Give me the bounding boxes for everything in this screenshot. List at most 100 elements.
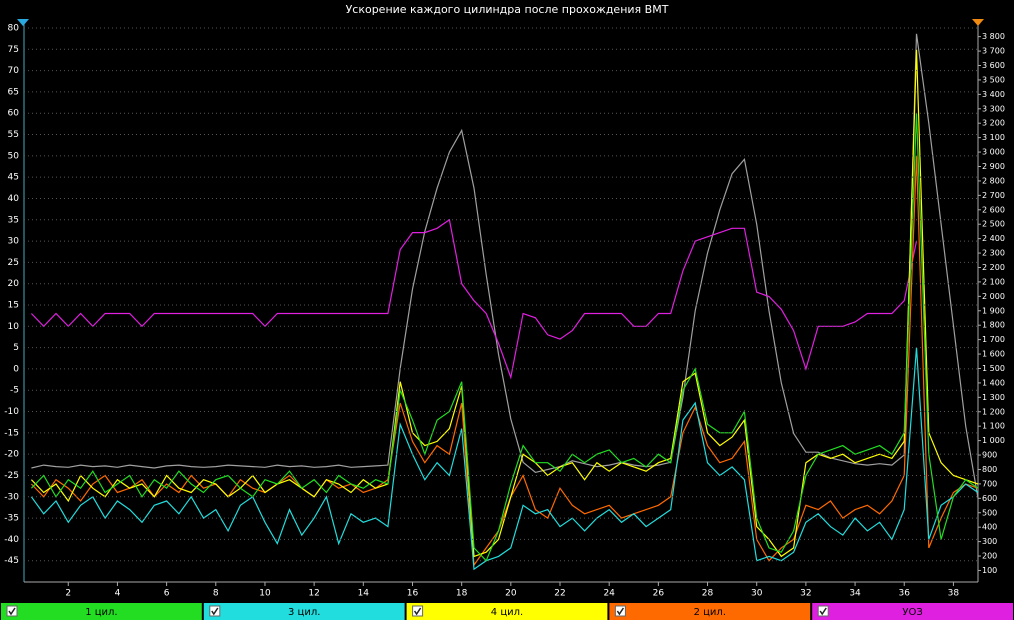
y2-tick-label: 1 000 (982, 436, 1005, 445)
y2-tick-label: 2 200 (982, 263, 1005, 272)
y-tick-label: 45 (8, 173, 19, 183)
y2-tick-label: 2 100 (982, 277, 1005, 286)
y2-tick-label: 3 500 (982, 75, 1005, 84)
series-line (30, 113, 978, 562)
y-tick-label: 40 (8, 194, 20, 204)
left-cursor[interactable] (17, 19, 29, 26)
x-tick-label: 8 (213, 589, 219, 599)
y2-tick-label: 700 (982, 479, 997, 488)
y2-tick-label: 3 700 (982, 47, 1005, 56)
y2-tick-label: 100 (982, 566, 997, 575)
y-tick-label: 60 (8, 109, 20, 119)
x-tick-label: 32 (800, 589, 811, 599)
y-tick-label: 70 (8, 66, 20, 76)
y2-tick-label: 1 900 (982, 306, 1005, 315)
x-tick-label: 14 (358, 589, 370, 599)
x-tick-label: 38 (948, 589, 960, 599)
x-tick-label: 12 (308, 589, 319, 599)
y-tick-label: 10 (8, 322, 20, 332)
x-tick-label: 36 (899, 589, 911, 599)
series-line (30, 218, 918, 380)
y2-tick-label: 800 (982, 465, 997, 474)
y-tick-label: -20 (4, 450, 19, 460)
y-tick-label: 50 (8, 151, 20, 161)
y2-tick-label: 300 (982, 537, 997, 546)
y2-tick-label: 500 (982, 508, 997, 517)
y-tick-label: -30 (4, 492, 19, 502)
x-tick-label: 10 (259, 589, 271, 599)
y2-tick-label: 2 700 (982, 191, 1005, 200)
y-tick-label: 5 (13, 343, 19, 353)
y2-tick-label: 1 100 (982, 422, 1005, 431)
y2-tick-label: 2 000 (982, 292, 1005, 301)
y-tick-label: -40 (4, 535, 19, 545)
right-cursor[interactable] (972, 19, 984, 26)
y2-tick-label: 2 900 (982, 162, 1005, 171)
legend-checkbox[interactable] (6, 605, 18, 617)
y2-tick-label: 2 800 (982, 176, 1005, 185)
y-tick-label: -45 (4, 556, 19, 566)
legend-item[interactable] (406, 603, 608, 620)
legend-checkbox[interactable] (209, 605, 221, 617)
series-line (30, 155, 978, 567)
legend-item[interactable] (609, 603, 811, 620)
legend-checkbox[interactable] (614, 605, 626, 617)
legend-checkbox[interactable] (412, 605, 424, 617)
y-tick-label: -15 (4, 428, 19, 438)
chart-title: Ускорение каждого цилиндра после прохожд… (346, 3, 669, 16)
y2-tick-label: 1 200 (982, 407, 1005, 416)
legend-check (616, 607, 625, 616)
legend-item[interactable] (812, 603, 1013, 620)
y2-tick-label: 1 500 (982, 364, 1005, 373)
legend-label: 2 цил. (694, 607, 726, 618)
y-tick-label: -35 (4, 514, 19, 524)
y2-tick-label: 3 800 (982, 32, 1005, 41)
y2-tick-label: 3 400 (982, 90, 1005, 99)
y2-tick-label: 2 600 (982, 205, 1005, 214)
y-tick-label: -10 (4, 407, 19, 417)
legend-item[interactable] (203, 603, 405, 620)
y-tick-label: 80 (8, 24, 20, 34)
y2-tick-label: 2 400 (982, 234, 1005, 243)
y2-tick-label: 3 200 (982, 119, 1005, 128)
legend-check (413, 607, 422, 616)
y2-tick-label: 1 800 (982, 321, 1005, 330)
y-tick-label: 20 (8, 279, 20, 289)
x-tick-label: 34 (849, 589, 861, 599)
x-tick-label: 2 (65, 589, 71, 599)
y2-tick-label: 900 (982, 451, 997, 460)
y-tick-label: 30 (8, 237, 20, 247)
y-tick-label: 15 (8, 301, 19, 311)
x-tick-label: 28 (702, 589, 714, 599)
y2-tick-label: 1 600 (982, 350, 1005, 359)
x-tick-label: 30 (751, 589, 763, 599)
y2-tick-label: 1 300 (982, 393, 1005, 402)
legend-item[interactable] (1, 603, 202, 620)
legend-label: 3 цил. (288, 607, 320, 618)
y-tick-label: 55 (8, 130, 19, 140)
legend-label: 4 цил. (491, 607, 523, 618)
y-tick-label: 25 (8, 258, 19, 268)
x-tick-label: 18 (456, 589, 468, 599)
y-tick-label: 75 (8, 45, 19, 55)
x-tick-label: 20 (505, 589, 517, 599)
y2-tick-label: 2 300 (982, 249, 1005, 258)
x-tick-label: 6 (164, 589, 170, 599)
y-tick-label: 0 (13, 364, 19, 374)
series-line (30, 347, 978, 571)
y2-tick-label: 3 000 (982, 148, 1005, 157)
y2-tick-label: 2 500 (982, 220, 1005, 229)
legend-label: 1 цил. (85, 607, 117, 618)
x-tick-label: 24 (603, 589, 615, 599)
y-tick-label: -25 (4, 471, 19, 481)
x-tick-label: 16 (407, 589, 419, 599)
y-tick-label: 35 (8, 215, 19, 225)
y-tick-label: -5 (10, 386, 19, 396)
legend-checkbox[interactable] (817, 605, 829, 617)
x-tick-label: 22 (554, 589, 565, 599)
y2-tick-label: 1 400 (982, 378, 1005, 387)
y2-tick-label: 3 300 (982, 104, 1005, 113)
legend-check (211, 607, 219, 616)
y2-tick-label: 600 (982, 494, 997, 503)
y2-tick-label: 400 (982, 523, 997, 532)
